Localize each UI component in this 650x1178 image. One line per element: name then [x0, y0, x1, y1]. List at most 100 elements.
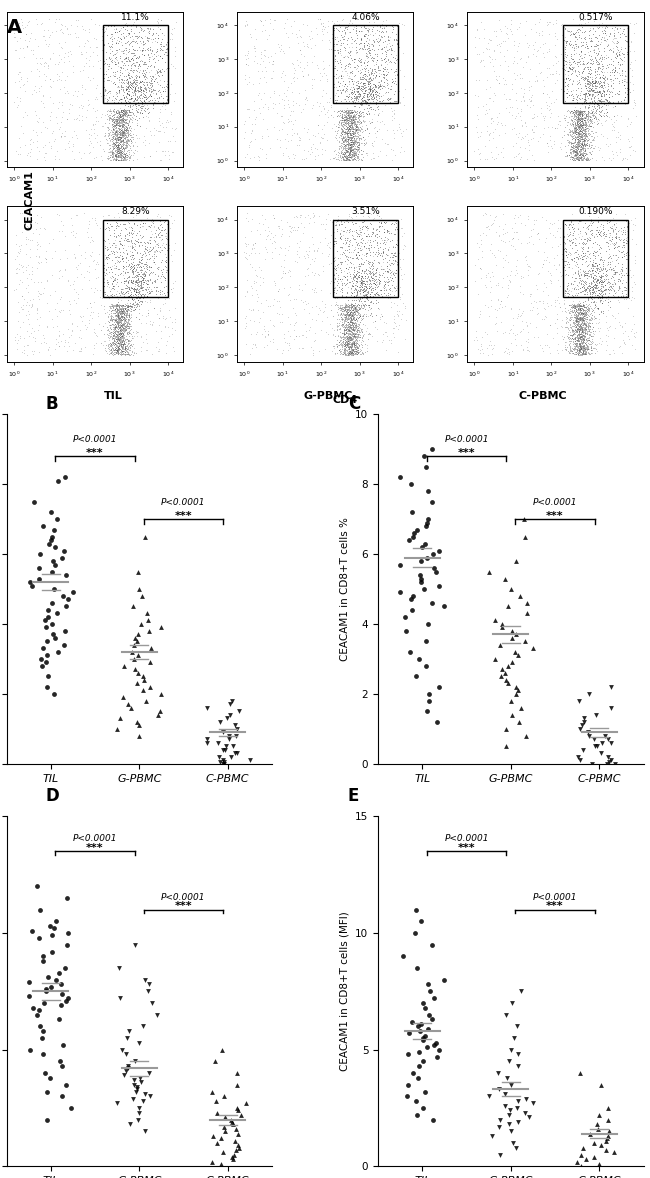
Point: [90, 15, 100, 34]
Point: [596, 90, 606, 108]
Point: [347, 117, 358, 135]
Point: [344, 107, 355, 126]
Point: [489, 86, 500, 105]
Point: [12, 32, 22, 51]
Point: [131, 67, 141, 86]
Point: [574, 44, 584, 62]
Point: [115, 145, 125, 164]
Point: [111, 324, 122, 343]
Point: [113, 315, 124, 333]
Point: [21, 260, 32, 279]
Point: [350, 127, 360, 146]
Point: [117, 111, 127, 130]
Point: [336, 214, 346, 233]
Point: [597, 81, 608, 100]
Point: [586, 258, 596, 277]
Point: [604, 40, 614, 59]
Point: [358, 212, 369, 231]
Text: P<0.0001: P<0.0001: [161, 498, 205, 507]
Point: [339, 137, 349, 155]
Point: [127, 289, 138, 307]
Point: [344, 140, 355, 159]
Point: [615, 231, 625, 250]
Point: [346, 312, 357, 331]
Point: [118, 78, 128, 97]
Point: [371, 93, 382, 112]
Point: [329, 231, 339, 250]
Point: [587, 273, 597, 292]
Point: [608, 285, 618, 304]
Point: [378, 324, 389, 343]
Point: [317, 86, 328, 105]
Point: [358, 254, 368, 273]
Point: [571, 22, 582, 41]
Point: [123, 271, 133, 290]
Point: [285, 338, 295, 357]
Point: [572, 75, 582, 94]
Point: [114, 336, 124, 355]
Point: [369, 264, 380, 283]
Point: [106, 319, 116, 338]
Point: [115, 144, 125, 163]
Point: [542, 262, 552, 280]
Point: [539, 250, 549, 269]
Point: [130, 79, 140, 98]
Point: [298, 299, 309, 318]
Point: [510, 326, 520, 345]
Point: [575, 147, 585, 166]
Point: [146, 55, 156, 74]
Point: [52, 114, 62, 133]
Point: [256, 90, 266, 108]
Point: [340, 147, 350, 166]
Point: [576, 297, 586, 316]
Point: [587, 262, 597, 280]
Point: [114, 125, 125, 144]
Point: [338, 29, 348, 48]
Point: [499, 343, 510, 362]
Point: [59, 636, 70, 655]
Point: [597, 286, 607, 305]
Point: [567, 294, 577, 313]
Point: [240, 247, 250, 266]
Point: [242, 100, 252, 119]
Point: [107, 117, 118, 135]
Point: [572, 134, 582, 153]
Point: [342, 64, 352, 82]
Point: [356, 309, 367, 327]
Point: [142, 27, 152, 46]
Point: [342, 303, 352, 322]
Point: [121, 93, 131, 112]
Point: [115, 62, 125, 81]
Point: [353, 77, 363, 95]
Point: [359, 73, 369, 92]
Point: [361, 133, 371, 152]
Point: [345, 120, 356, 139]
Point: [578, 127, 589, 146]
Point: [626, 112, 636, 131]
Point: [570, 102, 580, 121]
Point: [114, 324, 125, 343]
Point: [584, 86, 594, 105]
Point: [358, 88, 368, 107]
Point: [132, 273, 142, 292]
Point: [109, 112, 119, 131]
Point: [534, 26, 545, 45]
Point: [579, 125, 590, 144]
Point: [582, 230, 593, 249]
Point: [573, 108, 583, 127]
Point: [602, 232, 612, 251]
Point: [343, 106, 353, 125]
Point: [577, 108, 587, 127]
Point: [112, 139, 122, 158]
Point: [584, 106, 595, 125]
Point: [147, 75, 157, 94]
Point: [153, 224, 163, 243]
Point: [112, 311, 123, 330]
Point: [81, 100, 92, 119]
Point: [600, 727, 610, 746]
Point: [114, 306, 124, 325]
Point: [107, 29, 117, 48]
Point: [380, 67, 390, 86]
Point: [600, 21, 610, 40]
Point: [286, 112, 296, 131]
